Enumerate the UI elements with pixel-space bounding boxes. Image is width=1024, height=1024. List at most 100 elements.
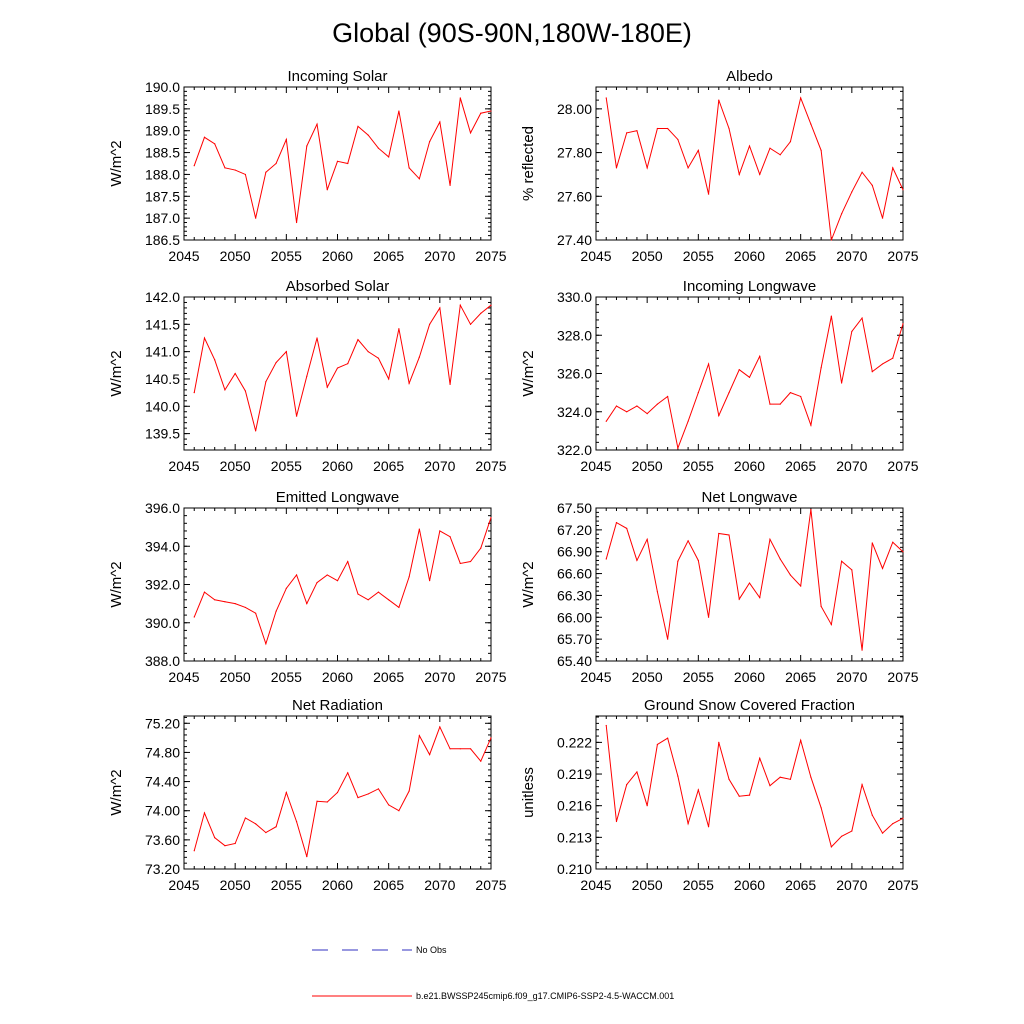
data-point bbox=[347, 363, 349, 365]
data-point bbox=[357, 339, 359, 341]
data-point bbox=[892, 357, 894, 359]
y-tick-label: 326.0 bbox=[557, 366, 592, 382]
x-tick-label: 2055 bbox=[683, 669, 714, 685]
data-point bbox=[728, 127, 730, 130]
data-point bbox=[646, 805, 648, 807]
data-point bbox=[459, 97, 461, 99]
data-point bbox=[316, 581, 318, 584]
data-point bbox=[789, 392, 792, 394]
data-point bbox=[490, 304, 492, 306]
data-point bbox=[667, 127, 669, 130]
data-point bbox=[656, 403, 659, 405]
data-point bbox=[193, 616, 195, 618]
data-point bbox=[469, 132, 472, 134]
panel-title: Incoming Longwave bbox=[683, 278, 816, 295]
data-point bbox=[646, 167, 648, 169]
data-point bbox=[357, 797, 359, 799]
data-point bbox=[469, 560, 472, 563]
y-axis-label: W/m^2 bbox=[108, 350, 125, 396]
x-tick-label: 2075 bbox=[475, 458, 506, 474]
data-point bbox=[707, 193, 710, 195]
y-tick-label: 140.5 bbox=[145, 371, 180, 387]
data-point bbox=[398, 606, 400, 609]
data-point bbox=[830, 239, 832, 241]
data-point bbox=[748, 582, 751, 584]
data-point bbox=[408, 790, 410, 792]
data-point bbox=[718, 532, 720, 535]
x-tick-label: 2075 bbox=[887, 458, 918, 474]
data-point bbox=[810, 123, 812, 125]
data-point bbox=[439, 307, 441, 309]
data-point bbox=[316, 123, 318, 125]
series-line bbox=[605, 96, 904, 241]
series-line bbox=[193, 303, 492, 431]
y-axis-label: W/m^2 bbox=[108, 561, 125, 607]
data-point bbox=[449, 184, 451, 186]
x-tick-label: 2050 bbox=[632, 877, 663, 893]
data-point bbox=[810, 776, 812, 778]
series-line bbox=[193, 725, 492, 857]
x-tick-label: 2070 bbox=[424, 669, 455, 685]
data-point bbox=[697, 559, 699, 562]
data-point bbox=[748, 145, 751, 147]
x-tick-label: 2065 bbox=[373, 458, 404, 474]
x-tick-label: 2075 bbox=[475, 248, 506, 264]
data-point bbox=[615, 820, 618, 823]
data-point bbox=[841, 213, 843, 215]
series-line bbox=[605, 509, 904, 651]
x-tick-label: 2070 bbox=[424, 248, 455, 264]
x-tick-label: 2050 bbox=[220, 458, 251, 474]
y-tick-label: 28.00 bbox=[557, 101, 592, 117]
y-tick-label: 396.0 bbox=[145, 500, 180, 516]
y-tick-label: 140.0 bbox=[145, 398, 180, 414]
x-tick-label: 2070 bbox=[424, 877, 455, 893]
data-point bbox=[429, 580, 431, 582]
data-point bbox=[656, 743, 659, 746]
data-point bbox=[738, 598, 740, 600]
data-point bbox=[326, 386, 328, 388]
data-point bbox=[469, 748, 472, 750]
data-point bbox=[851, 330, 853, 333]
data-point bbox=[214, 599, 216, 601]
figure-title: Global (90S-90N,180W-180E) bbox=[332, 18, 692, 48]
data-point bbox=[830, 623, 832, 626]
panel-net-longwave: Net Longwave W/m^2 2045 2050 2055 2060 2065 207… bbox=[520, 489, 919, 685]
data-point bbox=[255, 217, 257, 219]
data-point bbox=[656, 127, 659, 130]
x-tick-label: 2045 bbox=[580, 669, 611, 685]
y-tick-label: 330.0 bbox=[557, 289, 592, 305]
data-point bbox=[851, 830, 853, 832]
data-point bbox=[626, 132, 628, 134]
data-point bbox=[203, 591, 206, 593]
x-tick-label: 2060 bbox=[734, 877, 765, 893]
data-point bbox=[203, 136, 206, 138]
data-point bbox=[646, 413, 648, 415]
panel-albedo: Albedo % reflected 2045 2050 2055 2060 2065 207… bbox=[520, 68, 919, 264]
x-tick-label: 2050 bbox=[220, 877, 251, 893]
data-point bbox=[861, 317, 863, 319]
y-tick-label: 74.80 bbox=[145, 744, 180, 760]
data-point bbox=[295, 415, 298, 417]
data-point bbox=[439, 530, 441, 532]
panel-title: Incoming Solar bbox=[287, 68, 387, 85]
data-point bbox=[626, 783, 628, 786]
panel-title: Net Radiation bbox=[292, 697, 383, 714]
x-tick-label: 2070 bbox=[424, 458, 455, 474]
plot-frame bbox=[595, 86, 904, 241]
y-tick-label: 142.0 bbox=[145, 289, 180, 305]
y-tick-label: 75.20 bbox=[145, 715, 180, 731]
data-point bbox=[480, 312, 482, 314]
x-tick-label: 2065 bbox=[373, 877, 404, 893]
data-point bbox=[769, 538, 771, 540]
y-tick-label: 187.5 bbox=[145, 188, 180, 204]
y-tick-label: 141.0 bbox=[145, 344, 180, 360]
data-point bbox=[881, 567, 884, 570]
y-tick-label: 141.5 bbox=[145, 316, 180, 332]
x-tick-label: 2070 bbox=[836, 877, 867, 893]
panel-incoming-longwave: Incoming Longwave W/m^2 2045 2050 2055 2060 20… bbox=[520, 278, 919, 474]
x-tick-label: 2060 bbox=[322, 248, 353, 264]
data-point bbox=[357, 593, 359, 595]
data-point bbox=[677, 775, 679, 777]
data-point bbox=[626, 527, 628, 530]
data-point bbox=[779, 558, 781, 560]
